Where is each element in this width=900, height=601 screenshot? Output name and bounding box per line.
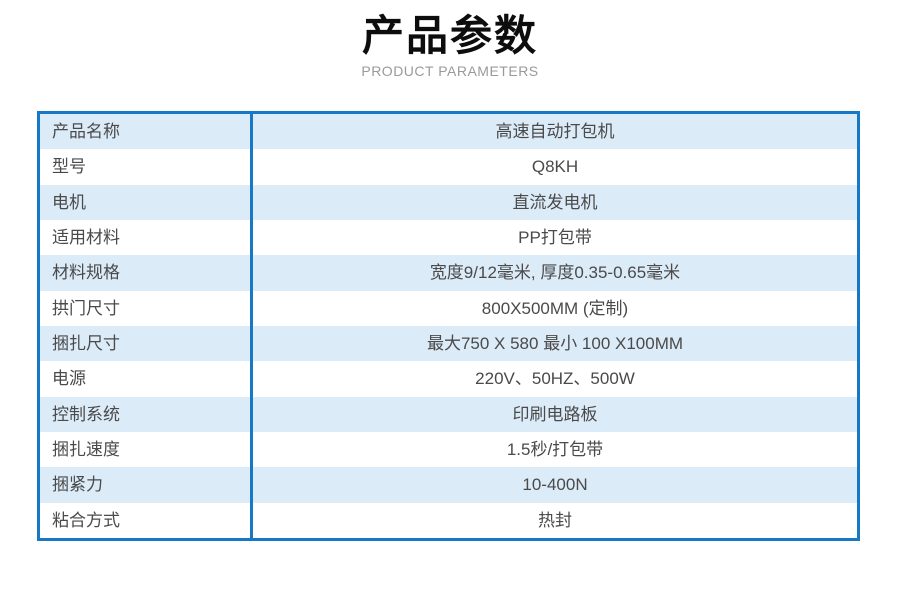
spec-label: 捆扎速度 xyxy=(40,431,253,468)
table-row-motor: 电机 直流发电机 xyxy=(40,184,857,220)
table-row-arch-size: 拱门尺寸 800X500MM (定制) xyxy=(40,290,857,326)
spec-value: 1.5秒/打包带 xyxy=(506,440,604,460)
page-header: 产品参数 PRODUCT PARAMETERS xyxy=(0,0,900,79)
spec-table: 产品名称 高速自动打包机 型号 Q8KH 电机 直流发电机 适用材料 PP打包带… xyxy=(37,111,860,541)
spec-value: PP打包带 xyxy=(518,228,592,248)
spec-value: 直流发电机 xyxy=(512,192,598,212)
spec-label: 电机 xyxy=(40,184,253,220)
spec-value: 最大750 X 580 最小 100 X100MM xyxy=(426,334,684,354)
spec-value: 高速自动打包机 xyxy=(495,122,615,142)
spec-value: 800X500MM (定制) xyxy=(481,298,629,318)
page-subtitle: PRODUCT PARAMETERS xyxy=(361,63,539,80)
table-row-applicable-material: 适用材料 PP打包带 xyxy=(40,219,857,256)
spec-label: 适用材料 xyxy=(40,219,253,256)
spec-label: 捆紧力 xyxy=(40,467,253,503)
table-row-sealing-method: 粘合方式 热封 xyxy=(40,502,857,538)
spec-value: 印刷电路板 xyxy=(512,404,598,424)
table-row-control-system: 控制系统 印刷电路板 xyxy=(40,396,857,432)
table-row-product-name: 产品名称 高速自动打包机 xyxy=(40,114,857,150)
page-title: 产品参数 xyxy=(361,12,538,59)
spec-value: 宽度9/12毫米, 厚度0.35-0.65毫米 xyxy=(429,263,681,283)
table-row-power: 电源 220V、50HZ、500W xyxy=(40,361,857,397)
spec-label: 粘合方式 xyxy=(40,502,253,538)
table-row-strapping-speed: 捆扎速度 1.5秒/打包带 xyxy=(40,431,857,468)
spec-label: 型号 xyxy=(40,149,253,185)
spec-value: 10-400N xyxy=(522,475,588,495)
spec-label: 拱门尺寸 xyxy=(40,290,253,326)
spec-label: 电源 xyxy=(40,361,253,397)
spec-label: 材料规格 xyxy=(40,255,253,291)
spec-label: 捆扎尺寸 xyxy=(40,325,253,362)
table-row-tension-force: 捆紧力 10-400N xyxy=(40,467,857,503)
spec-value: Q8KH xyxy=(531,157,579,177)
table-row-bundle-size: 捆扎尺寸 最大750 X 580 最小 100 X100MM xyxy=(40,325,857,362)
table-row-model: 型号 Q8KH xyxy=(40,149,857,185)
table-row-material-spec: 材料规格 宽度9/12毫米, 厚度0.35-0.65毫米 xyxy=(40,255,857,291)
spec-value: 热封 xyxy=(538,510,572,530)
spec-value: 220V、50HZ、500W xyxy=(475,369,635,389)
spec-label: 控制系统 xyxy=(40,396,253,432)
spec-label: 产品名称 xyxy=(40,114,253,150)
